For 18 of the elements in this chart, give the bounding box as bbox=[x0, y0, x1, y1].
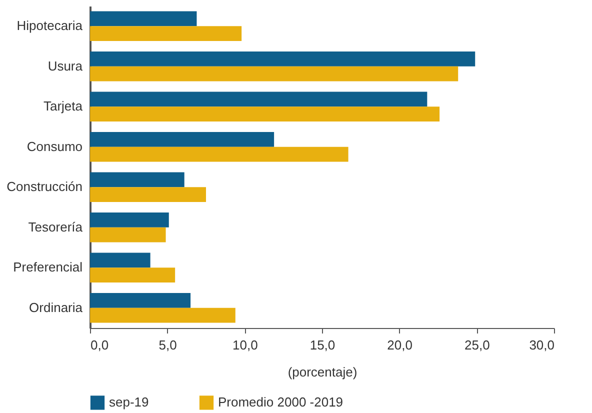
x-axis-title: (porcentaje) bbox=[288, 364, 358, 380]
x-tick-label: 20,0 bbox=[387, 338, 412, 352]
y-tick-label: Tarjeta bbox=[43, 98, 84, 114]
y-tick-label: Consumo bbox=[26, 138, 82, 154]
legend-label: sep-19 bbox=[109, 394, 149, 410]
y-tick-label: Preferencial bbox=[13, 260, 83, 275]
y-tick-label: Construcción bbox=[6, 179, 82, 194]
y-tick-label: Usura bbox=[48, 58, 84, 74]
x-tick-label: 10,0 bbox=[232, 338, 258, 352]
y-tick-label: Hipotecaria bbox=[16, 18, 84, 34]
x-tick-label: 5,0 bbox=[158, 338, 177, 352]
y-tick-label: Ordinaria bbox=[29, 300, 84, 315]
legend-label: Promedio 2000 -2019 bbox=[218, 394, 344, 410]
x-tick-label: 15,0 bbox=[310, 338, 336, 352]
x-tick-label: 25,0 bbox=[464, 338, 490, 352]
x-tick-label: 0,0 bbox=[90, 338, 109, 352]
y-tick-label: Tesorería bbox=[28, 219, 84, 234]
x-tick-label: 30,0 bbox=[529, 338, 554, 352]
